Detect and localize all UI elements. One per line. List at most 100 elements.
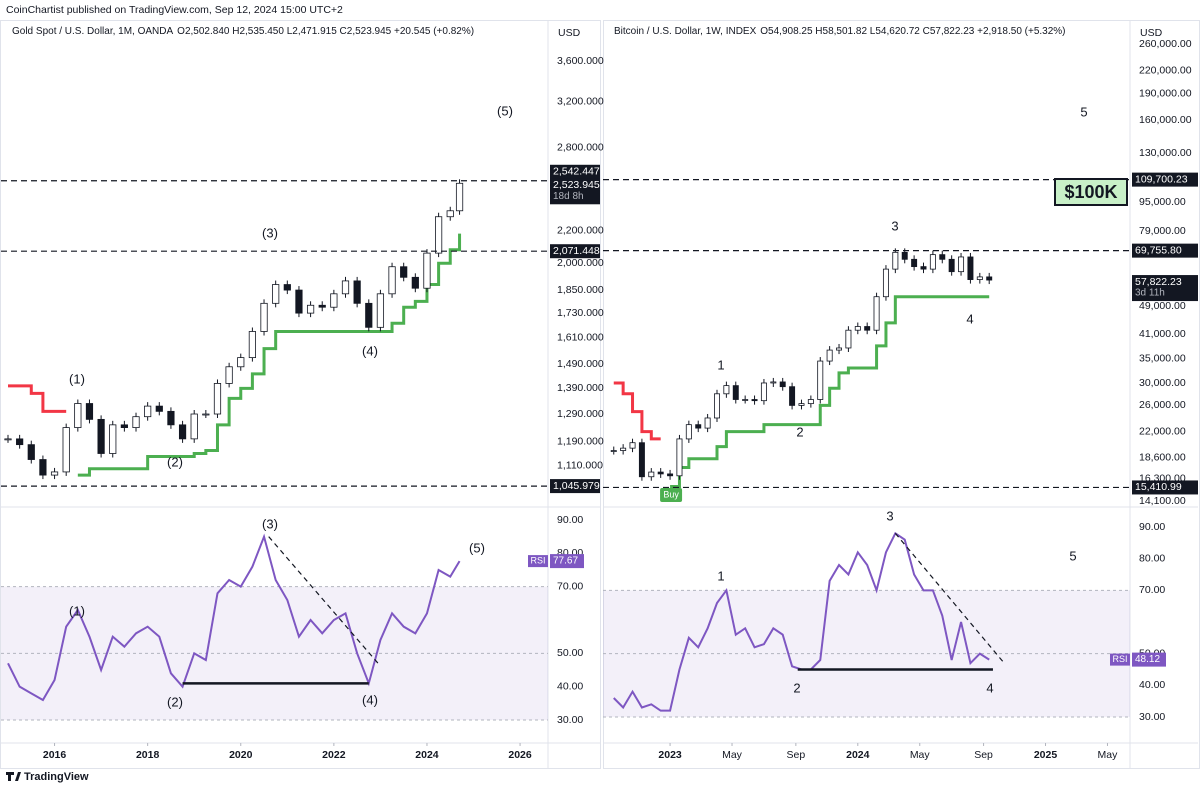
candle [295, 289, 303, 314]
wave-label: 4 [966, 311, 973, 326]
candle [411, 276, 419, 289]
rsi-value-badge [1132, 652, 1166, 667]
rsi-name: RSI [1112, 654, 1127, 664]
level-badge [550, 164, 600, 179]
rsi-wave-label: (4) [362, 692, 378, 707]
supertrend-line [77, 233, 462, 477]
candle [376, 293, 385, 328]
candle [455, 182, 464, 212]
candle [911, 258, 918, 268]
x-tick-label: 2020 [229, 749, 253, 761]
candle [74, 403, 82, 428]
candle [732, 385, 739, 400]
candle [920, 266, 927, 270]
level-badge [1132, 480, 1198, 495]
trendline [894, 532, 1005, 664]
candle [751, 399, 758, 402]
x-tick-label: May [1098, 749, 1119, 761]
rsi-wave-label: (2) [167, 694, 183, 709]
axis-unit: USD [558, 27, 581, 39]
countdown: 3d 11h [1135, 288, 1165, 299]
x-tick-label: 2022 [322, 749, 346, 761]
candle [306, 304, 315, 314]
rsi-wave-label: 1 [717, 568, 724, 583]
candle [854, 326, 861, 331]
candle [365, 302, 373, 328]
y-tick-label: 190,000.00 [1139, 87, 1192, 99]
candle [39, 459, 47, 476]
supertrend-line [670, 295, 990, 489]
candle [976, 276, 983, 280]
y-tick-label: 1,290.000 [557, 408, 604, 420]
candle [120, 424, 128, 428]
candle [939, 254, 946, 260]
candle [144, 405, 152, 418]
candle [62, 427, 70, 473]
y-tick-label: 22,000.00 [1139, 425, 1186, 437]
rsi-tick-label: 40.00 [557, 680, 583, 692]
candle [283, 284, 291, 291]
y-tick-label: 1,390.000 [557, 382, 604, 394]
candle [779, 381, 786, 388]
x-tick-label: 2023 [658, 749, 682, 761]
candle [155, 405, 163, 412]
candle [610, 450, 617, 452]
rsi-tick-label: 70.00 [557, 580, 583, 592]
rsi-wave-label: 3 [886, 508, 893, 523]
candle [882, 268, 889, 298]
level-label: 2,071.448 [553, 245, 600, 257]
candle [446, 210, 454, 218]
axis-unit: USD [1140, 27, 1163, 39]
rsi-name-badge [528, 555, 548, 568]
rsi-value-badge [550, 554, 584, 569]
candle [237, 357, 245, 368]
x-tick-label: May [722, 749, 743, 761]
x-tick-label: 2024 [415, 749, 439, 761]
x-tick-label: 2026 [508, 749, 532, 761]
wave-label: (3) [262, 225, 278, 240]
supertrend-line [8, 384, 67, 413]
candle [202, 413, 210, 416]
candle [873, 296, 880, 331]
price-badge [550, 178, 600, 205]
candle [986, 276, 993, 281]
rsi-wave-label: (5) [469, 540, 485, 555]
price-label: 57,822.23 [1135, 276, 1182, 288]
candle [330, 293, 338, 308]
buy-badge [660, 488, 683, 502]
candle [685, 424, 692, 440]
y-tick-label: 2,200.000 [557, 224, 604, 236]
candle [178, 424, 187, 440]
level-label: 1,045.979 [553, 480, 600, 492]
countdown: 18d 8h [553, 191, 584, 202]
candle [807, 399, 814, 405]
y-tick-label: 1,730.000 [557, 307, 604, 319]
publish-header: CoinChartist published on TradingView.co… [6, 4, 343, 16]
y-tick-label: 1,850.000 [557, 284, 604, 296]
rsi-tick-label: 40.00 [1139, 679, 1165, 691]
y-tick-label: 3,200.000 [557, 95, 604, 107]
rsi-wave-label: 2 [793, 680, 800, 695]
wave-label: 5 [1080, 104, 1087, 119]
logo [6, 772, 21, 781]
wave-label: (2) [167, 454, 183, 469]
candle [248, 331, 256, 359]
rsi-tick-label: 50.00 [557, 647, 583, 659]
y-tick-label: 1,110.000 [557, 459, 603, 471]
level-label: 15,410.99 [1135, 481, 1182, 493]
candle [27, 444, 35, 460]
candle [272, 284, 280, 304]
y-tick-label: 2,000.000 [557, 257, 604, 269]
rsi-value: 77.67 [553, 556, 578, 567]
candle [714, 393, 720, 419]
rsi-tick-label: 30.00 [1139, 711, 1165, 723]
rsi-tick-label: 90.00 [1139, 521, 1165, 533]
x-tick-label: 2016 [43, 749, 67, 761]
rsi-line [7, 533, 461, 702]
candle [16, 438, 24, 446]
y-tick-label: 35,000.00 [1139, 353, 1186, 365]
rsi-value: 48.12 [1135, 654, 1160, 665]
candle [353, 280, 361, 304]
x-tick-label: Sep [787, 749, 806, 761]
